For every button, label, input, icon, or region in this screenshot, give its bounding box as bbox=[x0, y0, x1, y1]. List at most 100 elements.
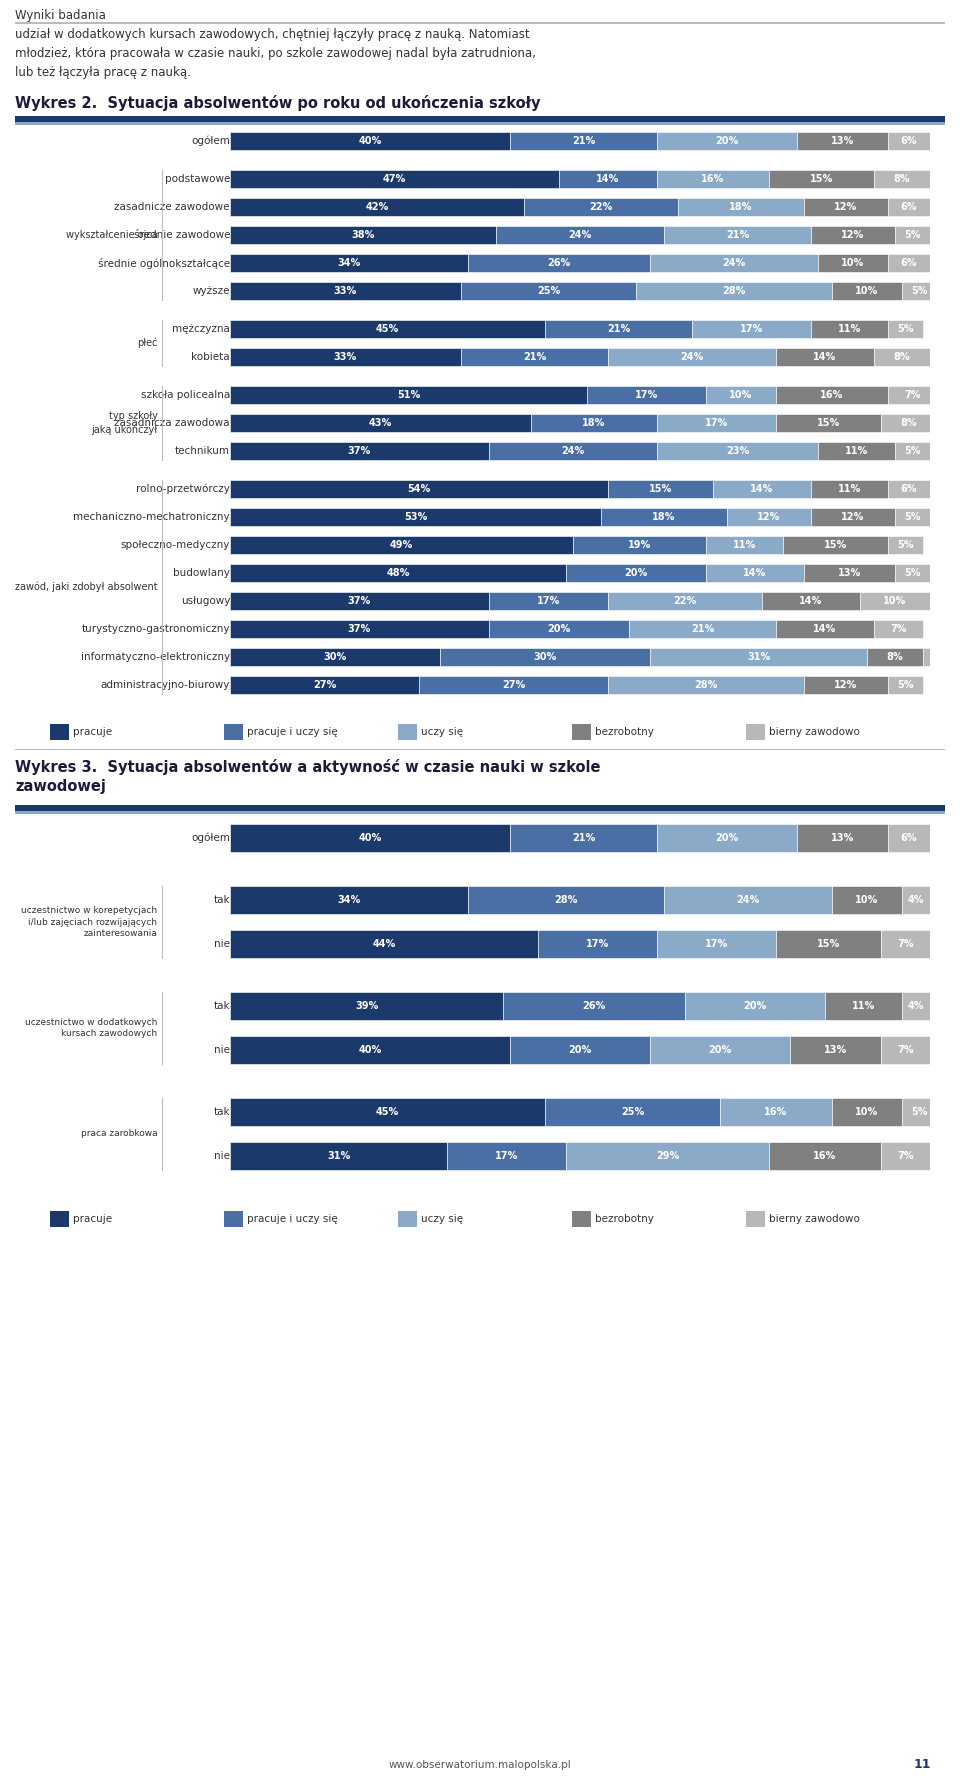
Bar bbox=[468, 886, 664, 914]
Bar bbox=[230, 592, 489, 610]
Text: 31%: 31% bbox=[326, 1151, 350, 1162]
Bar bbox=[832, 281, 902, 301]
Text: 19%: 19% bbox=[628, 541, 651, 550]
Bar bbox=[230, 132, 510, 149]
Text: typ szkoły
jaką ukończył: typ szkoły jaką ukończył bbox=[91, 411, 157, 434]
Bar bbox=[888, 254, 930, 272]
Text: średnie zawodowe: średnie zawodowe bbox=[133, 229, 230, 240]
Bar bbox=[832, 1098, 902, 1126]
Bar bbox=[902, 991, 930, 1021]
Bar bbox=[650, 648, 867, 665]
Text: 20%: 20% bbox=[708, 1044, 732, 1055]
Text: 20%: 20% bbox=[743, 1002, 767, 1010]
Bar bbox=[545, 1098, 720, 1126]
Text: szkoła policealna: szkoła policealna bbox=[141, 390, 230, 400]
Text: 28%: 28% bbox=[554, 895, 578, 906]
Bar bbox=[230, 281, 461, 301]
Text: 24%: 24% bbox=[681, 352, 704, 361]
Bar bbox=[566, 564, 706, 582]
Text: usługowy: usługowy bbox=[180, 596, 230, 607]
Text: administracyjno-biurowy: administracyjno-biurowy bbox=[101, 680, 230, 690]
Bar bbox=[811, 507, 895, 527]
Bar bbox=[867, 648, 923, 665]
Text: 14%: 14% bbox=[800, 596, 823, 607]
Text: 7%: 7% bbox=[904, 390, 921, 400]
Text: 30%: 30% bbox=[534, 651, 557, 662]
Text: 16%: 16% bbox=[702, 174, 725, 183]
Bar bbox=[790, 1035, 881, 1064]
Text: 6%: 6% bbox=[900, 258, 917, 269]
Text: wykształcenie ojca: wykształcenie ojca bbox=[65, 229, 157, 240]
Bar bbox=[531, 415, 657, 432]
Text: 22%: 22% bbox=[673, 596, 697, 607]
Text: 15%: 15% bbox=[824, 541, 847, 550]
Text: 14%: 14% bbox=[751, 484, 774, 495]
Text: 4%: 4% bbox=[908, 895, 924, 906]
Text: 21%: 21% bbox=[691, 624, 714, 633]
Text: 17%: 17% bbox=[740, 324, 763, 334]
Bar bbox=[572, 724, 591, 740]
Bar bbox=[524, 197, 678, 215]
Text: 13%: 13% bbox=[824, 1044, 847, 1055]
Bar bbox=[713, 480, 811, 498]
Text: 8%: 8% bbox=[894, 174, 910, 183]
Bar bbox=[797, 824, 888, 852]
Bar bbox=[572, 1211, 591, 1228]
Bar bbox=[902, 1098, 937, 1126]
Text: 24%: 24% bbox=[562, 447, 585, 455]
Bar bbox=[706, 535, 783, 553]
Bar bbox=[881, 930, 930, 959]
Bar bbox=[510, 824, 657, 852]
Text: 5%: 5% bbox=[911, 286, 927, 295]
Bar bbox=[895, 564, 930, 582]
Bar bbox=[230, 349, 461, 366]
Bar bbox=[783, 535, 888, 553]
Text: uczestnictwo w dodatkowych
kursach zawodowych: uczestnictwo w dodatkowych kursach zawod… bbox=[25, 1018, 157, 1039]
Text: 14%: 14% bbox=[813, 352, 836, 361]
Text: 10%: 10% bbox=[855, 895, 878, 906]
Text: 24%: 24% bbox=[736, 895, 759, 906]
Text: 16%: 16% bbox=[821, 390, 844, 400]
Text: 33%: 33% bbox=[334, 286, 357, 295]
Text: 17%: 17% bbox=[635, 390, 659, 400]
Bar bbox=[706, 386, 776, 404]
Bar bbox=[489, 441, 657, 461]
Text: 33%: 33% bbox=[334, 352, 357, 361]
Bar bbox=[468, 254, 650, 272]
Text: 12%: 12% bbox=[834, 680, 857, 690]
Text: 7%: 7% bbox=[890, 624, 907, 633]
Text: 54%: 54% bbox=[407, 484, 431, 495]
Text: 14%: 14% bbox=[743, 568, 767, 578]
Text: 11: 11 bbox=[914, 1758, 931, 1772]
Bar bbox=[657, 132, 797, 149]
Bar bbox=[832, 886, 902, 914]
Bar bbox=[230, 564, 566, 582]
Bar bbox=[230, 535, 573, 553]
Bar bbox=[895, 441, 930, 461]
Text: 18%: 18% bbox=[583, 418, 606, 429]
Text: bierny zawodowo: bierny zawodowo bbox=[769, 1213, 859, 1224]
Bar bbox=[818, 441, 895, 461]
Text: pracuje: pracuje bbox=[73, 1213, 111, 1224]
Bar bbox=[510, 132, 657, 149]
Bar bbox=[503, 991, 685, 1021]
Bar bbox=[881, 1035, 930, 1064]
Text: pracuje i uczy się: pracuje i uczy się bbox=[247, 1213, 337, 1224]
Text: 38%: 38% bbox=[351, 229, 374, 240]
Text: 43%: 43% bbox=[369, 418, 392, 429]
Bar bbox=[419, 676, 608, 694]
Text: 12%: 12% bbox=[841, 229, 865, 240]
Bar bbox=[888, 676, 923, 694]
Text: 17%: 17% bbox=[537, 596, 560, 607]
Text: 14%: 14% bbox=[596, 174, 619, 183]
Bar bbox=[230, 824, 510, 852]
Text: 23%: 23% bbox=[726, 447, 749, 455]
Text: 37%: 37% bbox=[348, 596, 372, 607]
Bar bbox=[776, 386, 888, 404]
Bar bbox=[685, 991, 825, 1021]
Text: 18%: 18% bbox=[652, 512, 676, 521]
Bar bbox=[895, 226, 930, 244]
Text: 5%: 5% bbox=[911, 1107, 927, 1117]
Bar bbox=[888, 535, 923, 553]
Bar bbox=[818, 254, 888, 272]
